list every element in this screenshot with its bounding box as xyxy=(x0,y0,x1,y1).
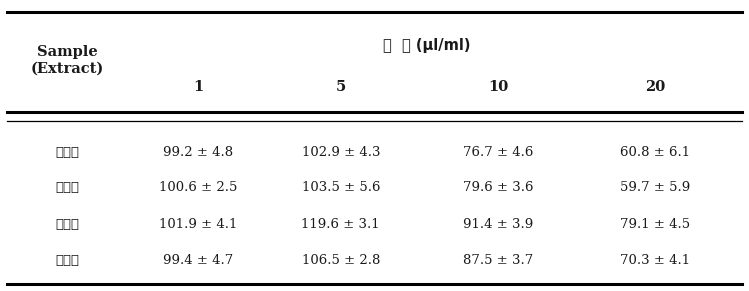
Text: 99.2 ± 4.8: 99.2 ± 4.8 xyxy=(163,146,234,159)
Text: 119.6 ± 3.1: 119.6 ± 3.1 xyxy=(302,218,380,230)
Text: 101.9 ± 4.1: 101.9 ± 4.1 xyxy=(160,218,237,230)
Text: 원괴체: 원괴체 xyxy=(55,218,79,230)
Text: 87.5 ± 3.7: 87.5 ± 3.7 xyxy=(463,254,533,267)
Text: 99.4 ± 4.7: 99.4 ± 4.7 xyxy=(163,254,234,267)
Text: 지하부: 지하부 xyxy=(55,181,79,194)
Text: 다신초: 다신초 xyxy=(55,254,79,267)
Text: 60.8 ± 6.1: 60.8 ± 6.1 xyxy=(620,146,691,159)
Text: 1: 1 xyxy=(193,80,204,94)
Text: Sample
(Extract): Sample (Extract) xyxy=(31,45,104,75)
Text: 20: 20 xyxy=(645,80,666,94)
Text: 91.4 ± 3.9: 91.4 ± 3.9 xyxy=(463,218,533,230)
Text: 5: 5 xyxy=(336,80,346,94)
Text: 76.7 ± 4.6: 76.7 ± 4.6 xyxy=(463,146,533,159)
Text: 106.5 ± 2.8: 106.5 ± 2.8 xyxy=(302,254,380,267)
Text: 100.6 ± 2.5: 100.6 ± 2.5 xyxy=(160,181,237,194)
Text: 79.6 ± 3.6: 79.6 ± 3.6 xyxy=(463,181,533,194)
Text: 79.1 ± 4.5: 79.1 ± 4.5 xyxy=(620,218,691,230)
Text: 102.9 ± 4.3: 102.9 ± 4.3 xyxy=(302,146,380,159)
Text: 103.5 ± 5.6: 103.5 ± 5.6 xyxy=(302,181,380,194)
Text: 10: 10 xyxy=(488,80,509,94)
Text: 70.3 ± 4.1: 70.3 ± 4.1 xyxy=(620,254,691,267)
Text: 농  도 (μl/ml): 농 도 (μl/ml) xyxy=(383,38,470,53)
Text: 지상부: 지상부 xyxy=(55,146,79,159)
Text: 59.7 ± 5.9: 59.7 ± 5.9 xyxy=(620,181,691,194)
